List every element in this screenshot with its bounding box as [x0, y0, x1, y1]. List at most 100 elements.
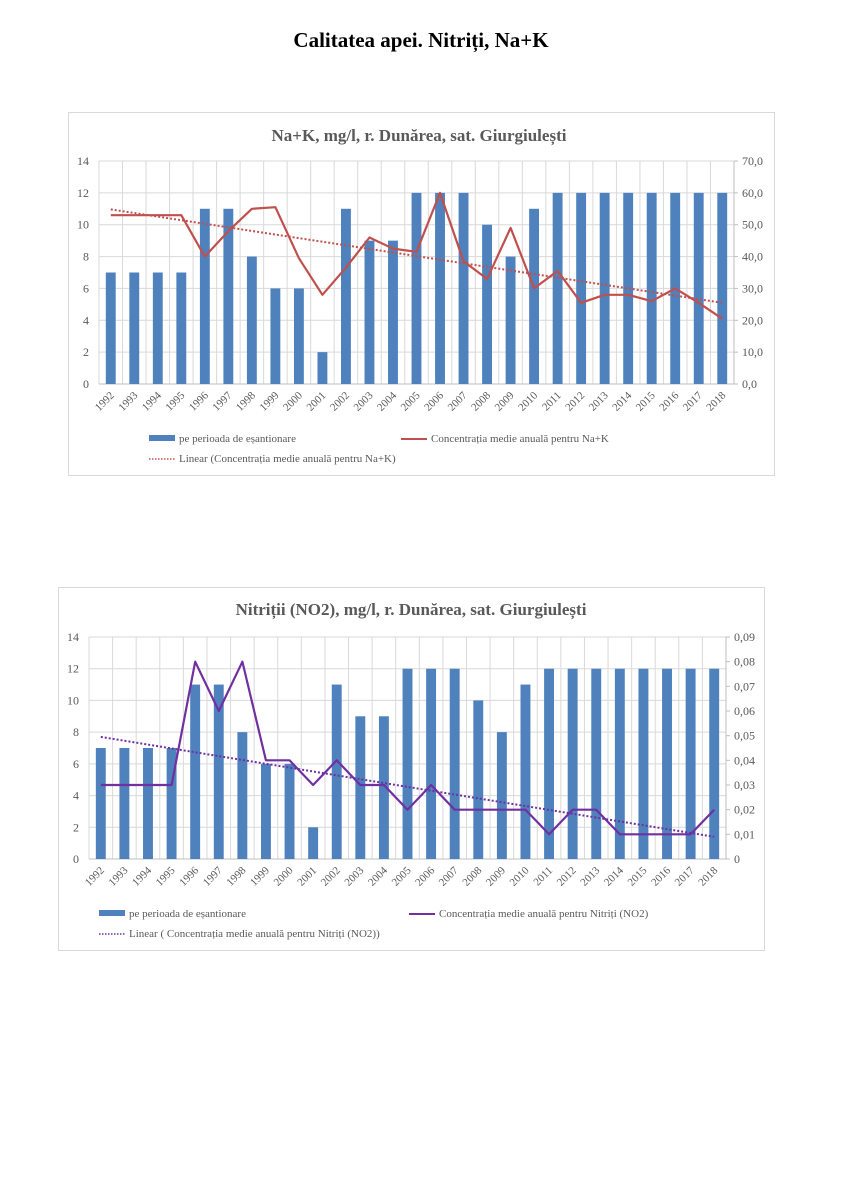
bar-2015: [638, 668, 649, 859]
x-tick-label: 2006: [422, 389, 446, 413]
x-tick-label: 1994: [140, 389, 164, 413]
x-tick-label: 2002: [319, 865, 343, 889]
legend-swatch-bar: [149, 435, 175, 441]
x-tick-label: 1997: [201, 864, 225, 888]
bar-2001: [317, 352, 328, 384]
trendline: [100, 735, 715, 838]
x-tick-label: 2007: [446, 389, 470, 413]
bar-2009: [496, 732, 507, 859]
y-right-tick-label: 0,0: [742, 377, 757, 391]
bar-2007: [449, 668, 460, 859]
bar-2008: [482, 224, 492, 384]
x-tick-label: 2015: [634, 389, 658, 413]
x-tick-label: 2005: [390, 864, 414, 888]
bar-2011: [544, 668, 555, 859]
x-tick-label: 2002: [328, 390, 352, 414]
y-right-tick-label: 0,05: [734, 729, 755, 743]
x-tick-label: 2014: [602, 864, 626, 888]
y-left-tick-label: 6: [83, 281, 89, 295]
bar-2018: [709, 668, 720, 859]
bar-2014: [623, 192, 634, 384]
x-tick-label: 1995: [163, 389, 187, 413]
y-right-tick-label: 20,0: [742, 313, 763, 327]
bar-2000: [284, 763, 295, 859]
bar-2013: [591, 668, 602, 859]
bar-1997: [213, 684, 224, 859]
bar-2003: [364, 240, 375, 384]
y-right-tick-label: 0,03: [734, 778, 755, 792]
x-tick-label: 1998: [234, 389, 258, 413]
bar-2010: [529, 208, 540, 384]
x-tick-label: 2017: [681, 389, 705, 413]
x-tick-label: 2010: [516, 389, 540, 413]
x-tick-label: 1994: [130, 864, 154, 888]
bar-1999: [260, 763, 271, 859]
bar-1997: [223, 208, 234, 384]
legend-label-bar: pe perioada de eșantionare: [179, 433, 296, 445]
chart-title: Na+K, mg/l, r. Dunărea, sat. Giurgiuleșt…: [272, 126, 567, 146]
bar-2012: [567, 668, 578, 859]
bar-2012: [576, 192, 587, 384]
bar-1994: [143, 748, 153, 859]
bar-1995: [166, 748, 177, 859]
bar-1995: [176, 272, 187, 384]
y-right-tick-label: 0,06: [734, 704, 755, 718]
x-tick-label: 2017: [673, 864, 697, 888]
bar-2004: [378, 716, 389, 859]
y-right-tick-label: 50,0: [742, 218, 763, 232]
x-tick-label: 1999: [248, 864, 272, 888]
y-left-tick-label: 14: [67, 630, 79, 644]
x-tick-label: 2011: [531, 865, 555, 889]
legend-label-trendline: Linear ( Concentrația medie anuală pentr…: [129, 928, 380, 940]
bar-1996: [190, 684, 201, 859]
bar-1992: [95, 748, 106, 859]
bar-2005: [402, 668, 413, 859]
bar-2002: [331, 684, 342, 859]
y-right-tick-label: 40,0: [742, 250, 763, 264]
bar-1992: [105, 272, 116, 384]
bar-2006: [426, 668, 437, 859]
x-tick-label: 1992: [83, 865, 107, 889]
x-tick-label: 2012: [555, 865, 579, 889]
bar-2002: [341, 208, 351, 384]
x-tick-label: 2018: [696, 864, 720, 888]
y-right-tick-label: 0,08: [734, 655, 755, 669]
legend-swatch-bar: [99, 910, 125, 916]
bar-1993: [129, 272, 140, 384]
x-tick-label: 1992: [93, 390, 117, 414]
bar-1998: [246, 256, 257, 384]
bar-2003: [355, 716, 366, 859]
chart-nitrites-svg: Nitriții (NO2), mg/l, r. Dunărea, sat. G…: [67, 600, 755, 940]
y-left-tick-label: 4: [73, 789, 79, 803]
x-tick-label: 1996: [177, 864, 201, 888]
x-tick-label: 2013: [587, 389, 611, 413]
y-right-tick-label: 0,02: [734, 803, 755, 817]
y-left-tick-label: 12: [77, 186, 89, 200]
x-tick-label: 1993: [116, 389, 140, 413]
x-tick-label: 2018: [704, 389, 728, 413]
bar-1996: [199, 208, 210, 384]
x-tick-label: 2009: [493, 389, 517, 413]
y-left-tick-label: 14: [77, 154, 89, 168]
y-right-tick-label: 70,0: [742, 154, 763, 168]
bar-2000: [293, 288, 304, 384]
chart-title: Nitriții (NO2), mg/l, r. Dunărea, sat. G…: [236, 600, 587, 620]
y-right-tick-label: 0,09: [734, 630, 755, 644]
y-left-tick-label: 10: [77, 218, 89, 232]
bar-2017: [693, 192, 704, 384]
x-tick-label: 2016: [649, 864, 673, 888]
bar-2016: [662, 668, 672, 859]
y-right-tick-label: 0,04: [734, 753, 755, 767]
bar-2013: [599, 192, 610, 384]
bar-2006: [435, 192, 445, 384]
x-tick-label: 2001: [305, 390, 329, 414]
x-tick-label: 2005: [399, 389, 423, 413]
y-left-tick-label: 4: [83, 313, 89, 327]
y-right-tick-label: 0,07: [734, 679, 755, 693]
x-tick-label: 1996: [187, 389, 211, 413]
y-left-tick-label: 0: [73, 852, 79, 866]
x-tick-label: 2008: [469, 389, 493, 413]
bar-2007: [458, 192, 469, 384]
bar-1994: [152, 272, 163, 384]
legend-label-bar: pe perioada de eșantionare: [129, 908, 246, 920]
